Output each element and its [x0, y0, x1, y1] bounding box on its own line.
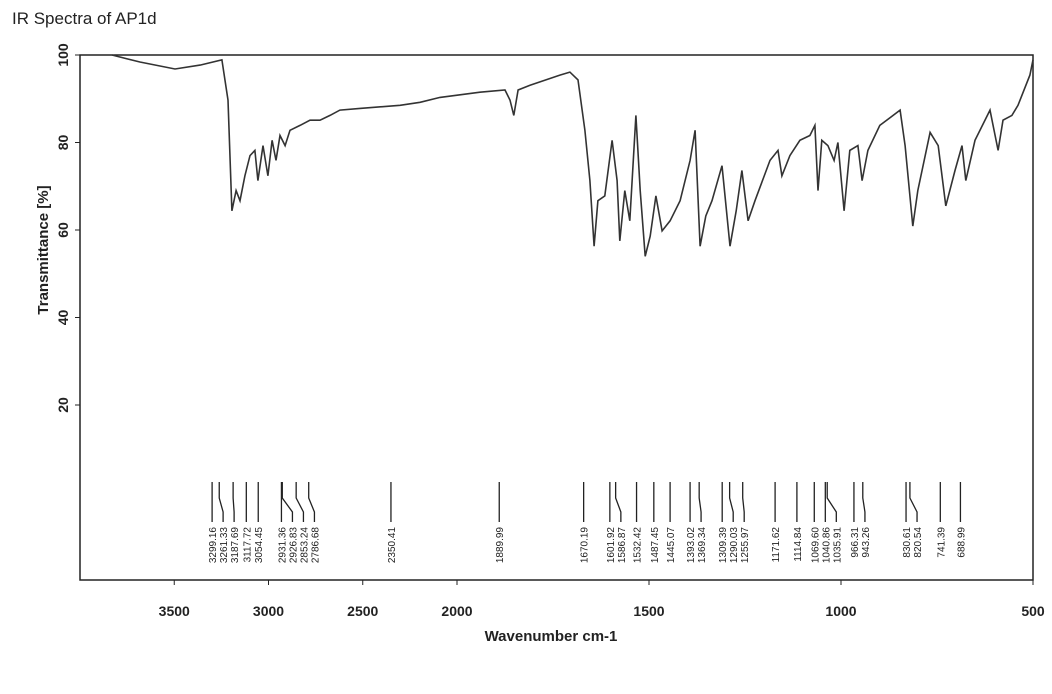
peak-marker	[295, 482, 305, 522]
peak-marker	[909, 482, 918, 522]
peak-label: 1369.34	[697, 527, 708, 564]
peak-marker	[308, 482, 316, 522]
peak-label: 820.54	[913, 527, 924, 558]
peak-label: 2786.68	[310, 527, 321, 564]
y-tick-label: 80	[55, 135, 71, 151]
peak-label: 688.99	[956, 527, 967, 558]
chart-title: IR Spectra of AP1d	[12, 9, 157, 28]
plot-frame	[79, 54, 1034, 581]
peak-label: 3054.45	[254, 527, 265, 564]
y-tick-label: 60	[55, 222, 71, 238]
peak-label: 1393.02	[686, 527, 697, 564]
y-tick-label: 40	[55, 310, 71, 326]
x-tick-label: 2000	[441, 603, 472, 619]
peak-label: 1035.91	[832, 527, 843, 564]
x-tick-label: 3500	[159, 603, 190, 619]
peak-label: 1889.99	[495, 527, 506, 564]
peak-label: 1255.97	[740, 527, 751, 564]
peak-marker	[862, 482, 866, 522]
peak-label: 1069.60	[810, 527, 821, 564]
peak-label: 1487.45	[650, 527, 661, 564]
peak-label: 966.31	[850, 527, 861, 558]
peak-label: 2350.41	[387, 527, 398, 564]
peak-marker	[728, 482, 734, 522]
peak-label: 2853.24	[299, 527, 310, 564]
peak-label: 1171.62	[771, 527, 782, 563]
spectrum-line	[111, 54, 1034, 257]
peak-label: 3187.69	[230, 527, 241, 564]
peak-marker	[826, 482, 837, 522]
x-tick-label: 500	[1021, 603, 1045, 619]
y-axis-label: Transmittance [%]	[35, 185, 52, 314]
peak-label: 3299.16	[208, 527, 219, 564]
peak-marker	[281, 482, 294, 522]
peak-marker	[742, 482, 745, 522]
peak-label: 1114.84	[793, 527, 804, 562]
x-tick-label: 2500	[347, 603, 378, 619]
peak-label: 830.61	[902, 527, 913, 558]
peak-label: 741.39	[936, 527, 947, 558]
peak-label: 1670.19	[580, 527, 591, 564]
peak-label: 943.26	[861, 527, 872, 558]
peak-label: 1290.03	[729, 527, 740, 564]
y-tick-label: 20	[55, 397, 71, 413]
peak-label: 1445.07	[666, 527, 677, 564]
x-tick-label: 1500	[633, 603, 664, 619]
peak-label: 1040.86	[821, 527, 832, 564]
x-axis-label: Wavenumber cm-1	[485, 628, 618, 645]
x-tick-label: 1000	[825, 603, 856, 619]
x-tick-label: 3000	[253, 603, 284, 619]
peak-label: 1309.39	[718, 527, 729, 564]
peak-label: 1586.87	[617, 527, 628, 564]
peak-marker	[218, 482, 224, 522]
peak-label: 3261.33	[219, 527, 230, 564]
peak-label: 1532.42	[633, 527, 644, 564]
peak-label: 2931.36	[277, 527, 288, 564]
peak-label: 3117.72	[242, 527, 253, 563]
peak-label: 1601.92	[606, 527, 617, 564]
peak-marker	[232, 482, 235, 522]
y-tick-label: 100	[55, 43, 71, 67]
peak-marker	[614, 482, 622, 522]
peak-marker	[698, 482, 702, 522]
peak-label: 2926.83	[288, 527, 299, 564]
